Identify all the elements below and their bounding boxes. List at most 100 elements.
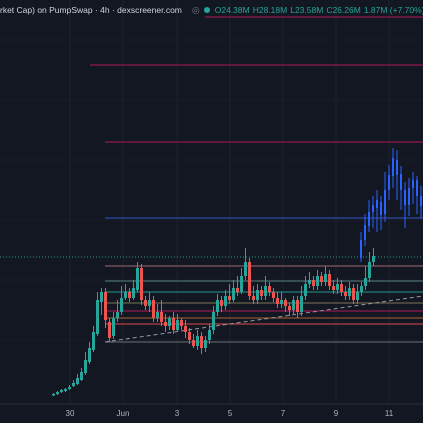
candle-body-highlight <box>360 240 362 258</box>
candle-body <box>64 389 67 391</box>
trendline <box>104 295 423 343</box>
candle-body <box>252 296 255 300</box>
candle-body <box>184 326 187 332</box>
candle-body <box>72 383 75 386</box>
candle-body <box>204 340 207 348</box>
candle-body <box>76 378 79 384</box>
candle-body <box>100 292 103 302</box>
candle-body <box>332 286 335 290</box>
symbol-title: rket Cap) on PumpSwap · 4h · dexscreener… <box>0 5 182 15</box>
candle-body <box>296 300 299 312</box>
candle-body <box>288 306 291 310</box>
x-axis-label: 11 <box>385 409 394 418</box>
candle-body <box>68 387 71 389</box>
candle-body <box>140 268 143 300</box>
candle-body <box>268 286 271 292</box>
candle-body <box>172 318 175 330</box>
candle-body <box>232 288 235 300</box>
candle-body <box>276 298 279 304</box>
candle-body <box>60 390 63 392</box>
candle-body-highlight <box>368 212 370 226</box>
candle-body <box>84 360 87 373</box>
candle-body <box>256 290 259 300</box>
candle-body <box>344 292 347 296</box>
ohlc-close: C26.26M <box>326 5 361 15</box>
candle-body <box>264 286 267 296</box>
candle-body <box>132 288 135 298</box>
candle-body <box>228 296 231 300</box>
candle-body-highlight <box>412 180 414 188</box>
x-axis-label: 7 <box>281 409 286 418</box>
candle-body <box>372 256 375 262</box>
candle-body <box>212 312 215 330</box>
candle-body-highlight <box>420 196 422 206</box>
candle-body <box>156 312 159 318</box>
candle-body <box>164 322 167 326</box>
x-axis-label: 9 <box>334 409 339 418</box>
candle-body <box>260 290 263 296</box>
candle-body <box>196 336 199 346</box>
candle-body <box>192 340 195 346</box>
candle-body <box>352 288 355 300</box>
symbol-legend: rket Cap) on PumpSwap · 4h · dexscreener… <box>0 3 423 17</box>
ohlc-low: L23.58M <box>290 5 324 15</box>
x-axis-label: 5 <box>228 409 233 418</box>
x-axis-background <box>0 404 423 423</box>
candle-body <box>136 268 139 290</box>
candle-body <box>368 262 371 278</box>
candle-body <box>104 292 107 320</box>
candle-body-highlight <box>416 180 418 196</box>
candle-body <box>96 300 99 334</box>
candle-body-highlight <box>400 174 402 190</box>
status-dot <box>203 7 210 13</box>
candle-body <box>168 318 171 326</box>
candle-body <box>116 312 119 318</box>
ohlc-high: H28.18M <box>252 5 288 15</box>
candle-body <box>328 274 331 286</box>
candle-body <box>324 274 327 282</box>
candle-body-highlight <box>408 188 410 205</box>
candle-body-highlight <box>384 190 386 214</box>
candle-body <box>272 292 275 298</box>
candle-body <box>124 292 127 298</box>
x-axis-label: 30 <box>66 409 75 418</box>
candle-body <box>92 332 95 350</box>
candle-body-highlight <box>392 158 394 176</box>
candle-body <box>356 292 359 300</box>
candle-body <box>240 276 243 292</box>
candle-body <box>152 300 155 318</box>
candle-body <box>336 284 339 290</box>
candle-body <box>300 296 303 312</box>
ohlc-open: O24.38M <box>214 5 250 15</box>
candle-body <box>312 280 315 286</box>
candle-body <box>280 300 283 304</box>
candle-body <box>216 300 219 312</box>
candle-body-highlight <box>376 200 378 208</box>
candle-body <box>308 280 311 284</box>
candle-body <box>236 288 239 292</box>
candle-body <box>320 276 323 282</box>
ohlc-change: 1.87M (+7.70%) <box>363 5 423 15</box>
candle-body <box>176 320 179 330</box>
candle-body <box>316 276 319 286</box>
candle-body-highlight <box>380 202 382 215</box>
candle-body <box>80 372 83 380</box>
candle-body <box>284 300 287 306</box>
eye-icon[interactable]: ◎ <box>191 4 200 15</box>
x-axis-label: 3 <box>175 409 180 418</box>
candle-body-highlight <box>396 160 398 175</box>
candle-body <box>144 300 147 306</box>
candle-body <box>360 286 363 292</box>
candle-body <box>148 300 151 306</box>
candle-body <box>304 284 307 296</box>
x-axis-label: Jun <box>117 409 130 418</box>
candle-body <box>224 296 227 306</box>
candle-body-highlight <box>372 205 374 212</box>
candle-body <box>248 262 251 296</box>
candle-body <box>180 320 183 326</box>
candle-body-highlight <box>404 190 406 205</box>
candle-body <box>128 292 131 298</box>
candle-body <box>120 298 123 312</box>
